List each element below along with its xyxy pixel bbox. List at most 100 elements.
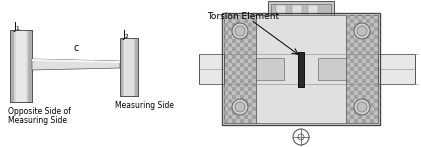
- Bar: [350, 99, 354, 103]
- Bar: [370, 63, 374, 67]
- Bar: [236, 19, 240, 23]
- Bar: [244, 51, 248, 55]
- Bar: [354, 71, 358, 75]
- Bar: [248, 23, 252, 27]
- Bar: [248, 71, 252, 75]
- Bar: [228, 67, 232, 71]
- Bar: [228, 43, 232, 47]
- Bar: [358, 43, 362, 47]
- Bar: [362, 103, 366, 107]
- Bar: [370, 79, 374, 83]
- Bar: [370, 31, 374, 35]
- Bar: [228, 35, 232, 39]
- Bar: [362, 55, 366, 59]
- Bar: [370, 39, 374, 43]
- Circle shape: [235, 102, 245, 112]
- Bar: [298, 51, 304, 86]
- Bar: [224, 23, 228, 27]
- Bar: [248, 79, 252, 83]
- Bar: [252, 59, 256, 63]
- Bar: [374, 75, 378, 79]
- Bar: [240, 87, 244, 91]
- Bar: [346, 23, 350, 27]
- Bar: [366, 67, 370, 71]
- Bar: [222, 13, 380, 125]
- Bar: [354, 87, 358, 91]
- Bar: [248, 95, 252, 99]
- Circle shape: [357, 102, 367, 112]
- Bar: [252, 67, 256, 71]
- Bar: [350, 27, 354, 31]
- Polygon shape: [32, 59, 120, 63]
- Bar: [256, 58, 284, 80]
- Bar: [240, 71, 244, 75]
- Bar: [370, 119, 374, 123]
- Circle shape: [354, 23, 370, 39]
- Bar: [366, 19, 370, 23]
- Bar: [358, 75, 362, 79]
- Bar: [346, 39, 350, 43]
- Bar: [252, 27, 256, 31]
- Bar: [378, 54, 415, 84]
- Bar: [224, 103, 228, 107]
- Bar: [236, 83, 240, 87]
- Bar: [236, 43, 240, 47]
- Bar: [362, 63, 366, 67]
- Bar: [240, 55, 244, 59]
- Bar: [236, 91, 240, 95]
- Bar: [374, 35, 378, 39]
- Polygon shape: [10, 30, 32, 102]
- Bar: [370, 47, 374, 51]
- Bar: [370, 71, 374, 75]
- Bar: [358, 91, 362, 95]
- Bar: [224, 63, 228, 67]
- Bar: [252, 35, 256, 39]
- Bar: [370, 111, 374, 115]
- Bar: [248, 87, 252, 91]
- Bar: [370, 87, 374, 91]
- Text: c: c: [73, 43, 79, 53]
- Bar: [366, 115, 370, 119]
- Bar: [354, 55, 358, 59]
- Bar: [362, 23, 366, 27]
- Text: Opposite Side of: Opposite Side of: [8, 107, 71, 116]
- Bar: [292, 5, 302, 15]
- Bar: [228, 51, 232, 55]
- Bar: [362, 95, 366, 99]
- Bar: [374, 91, 378, 95]
- Bar: [346, 71, 350, 75]
- Text: Torsion Element: Torsion Element: [207, 12, 279, 21]
- Bar: [10, 30, 32, 102]
- Bar: [240, 111, 244, 115]
- Bar: [362, 31, 366, 35]
- Bar: [271, 4, 331, 16]
- Bar: [350, 35, 354, 39]
- Bar: [236, 35, 240, 39]
- Bar: [374, 59, 378, 63]
- Bar: [354, 23, 358, 27]
- Circle shape: [232, 99, 248, 115]
- Bar: [228, 59, 232, 63]
- Bar: [240, 39, 244, 43]
- Bar: [232, 119, 236, 123]
- Bar: [370, 15, 374, 19]
- Bar: [256, 15, 346, 123]
- Bar: [366, 99, 370, 103]
- Bar: [224, 87, 228, 91]
- Bar: [362, 39, 366, 43]
- Bar: [374, 99, 378, 103]
- Bar: [236, 99, 240, 103]
- Bar: [244, 59, 248, 63]
- Polygon shape: [124, 38, 134, 96]
- Bar: [244, 99, 248, 103]
- Bar: [366, 91, 370, 95]
- Bar: [228, 99, 232, 103]
- Bar: [366, 51, 370, 55]
- Bar: [358, 83, 362, 87]
- Bar: [228, 83, 232, 87]
- Bar: [224, 79, 228, 83]
- Bar: [248, 119, 252, 123]
- Bar: [362, 87, 366, 91]
- Bar: [358, 107, 362, 111]
- Bar: [350, 75, 354, 79]
